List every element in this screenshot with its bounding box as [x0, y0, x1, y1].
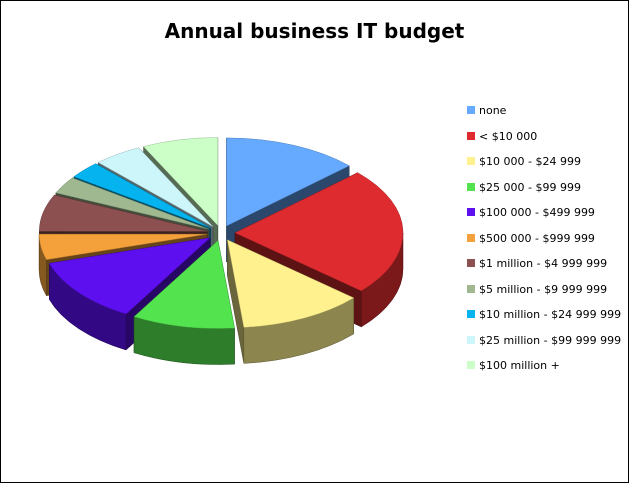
legend-label-3: $25 000 - $99 999 — [479, 180, 581, 194]
chart-title: Annual business IT budget — [164, 19, 465, 43]
legend-item-1: < $10 000 — [467, 130, 621, 156]
legend-item-5: $500 000 - $999 999 — [467, 232, 621, 258]
legend-item-7: $5 million - $9 999 999 — [467, 283, 621, 309]
legend-swatch-0 — [467, 106, 475, 114]
pie-slice-top-8 — [73, 163, 211, 229]
legend-item-0: none — [467, 104, 621, 130]
legend-swatch-2 — [467, 157, 475, 165]
legend-item-6: $1 million - $4 999 999 — [467, 257, 621, 283]
legend-swatch-9 — [467, 335, 475, 344]
pie-slice-top-2 — [227, 239, 355, 328]
pie-slice-2 — [227, 239, 355, 364]
legend-label-7: $5 million - $9 999 999 — [479, 282, 608, 296]
legend-swatch-4 — [467, 208, 475, 216]
pie-slice-top-4 — [48, 237, 211, 315]
legend-label-8: $10 million - $24 999 999 — [479, 308, 622, 321]
legend-label-10: $100 million + — [479, 359, 560, 372]
legend-item-3: $25 000 - $99 999 — [467, 181, 621, 207]
pie-slice-top-6 — [39, 194, 208, 232]
legend-label-0: none — [479, 104, 507, 117]
pie-slice-top-10 — [143, 137, 219, 227]
legend-label-5: $500 000 - $999 999 — [479, 231, 595, 245]
legend-swatch-7 — [467, 284, 475, 293]
legend-swatch-5 — [467, 233, 475, 242]
legend-item-9: $25 million - $99 999 999 — [467, 334, 621, 360]
legend-item-4: $100 000 - $499 999 — [467, 206, 621, 232]
legend-item-8: $10 million - $24 999 999 — [467, 308, 621, 334]
legend-label-2: $10 000 - $24 999 — [479, 155, 581, 168]
legend-swatch-3 — [467, 182, 475, 191]
legend-label-4: $100 000 - $499 999 — [479, 206, 595, 219]
legend-label-9: $25 million - $99 999 999 — [479, 333, 622, 347]
legend-swatch-8 — [467, 310, 475, 318]
pie-slice-top-7 — [55, 177, 209, 230]
legend-swatch-6 — [467, 259, 475, 267]
pie-slice-top-1 — [234, 172, 404, 292]
legend-label-6: $1 million - $4 999 999 — [479, 257, 608, 270]
pie-slice-3 — [133, 239, 235, 365]
pie-slice-top-3 — [133, 240, 235, 329]
pie-slice-top-9 — [97, 147, 214, 227]
pie-slice-top-5 — [38, 233, 208, 260]
legend-item-2: $10 000 - $24 999 — [467, 155, 621, 181]
legend-item-10: $100 million + — [467, 359, 621, 385]
pie-slice-top-0 — [226, 137, 350, 227]
legend-swatch-10 — [467, 361, 475, 369]
legend-label-1: < $10 000 — [479, 129, 538, 143]
pie-slice-tops — [38, 137, 404, 365]
legend-swatch-1 — [467, 131, 475, 140]
legend: none < $10 000 $10 000 - $24 999 $25 000 - … — [467, 104, 621, 385]
